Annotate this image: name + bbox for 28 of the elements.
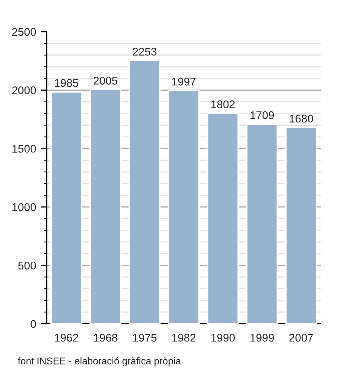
bar <box>50 91 83 324</box>
data-label: 1709 <box>250 112 274 120</box>
y-tick-label: 2500 <box>12 28 36 36</box>
data-label: 1997 <box>172 78 196 86</box>
y-tick-label: 1500 <box>12 145 36 153</box>
data-label: 1985 <box>55 79 78 88</box>
bar <box>285 127 318 324</box>
y-tick-label: 0 <box>30 320 36 328</box>
data-label: 2253 <box>133 48 157 56</box>
x-tick-label: 1990 <box>212 334 236 342</box>
x-tick-label: 1999 <box>250 334 274 342</box>
x-tick-label: 1975 <box>133 334 157 342</box>
x-tick-label: 1962 <box>55 334 78 342</box>
x-tick-label: 1968 <box>94 334 118 342</box>
bar <box>90 89 122 324</box>
bar <box>168 90 200 324</box>
x-tick-label: 2007 <box>290 334 314 342</box>
bar <box>128 60 161 324</box>
y-tick-label: 2000 <box>12 86 36 95</box>
data-label: 2005 <box>94 76 118 85</box>
y-tick-label: 1000 <box>12 203 36 212</box>
data-label: 1680 <box>290 114 314 123</box>
text: font INSEE - elaboració gràfica pròpia <box>18 357 182 367</box>
bar <box>207 112 240 324</box>
data-label: 1802 <box>212 100 235 109</box>
bar <box>246 124 278 324</box>
x-tick-label: 1982 <box>172 334 196 342</box>
y-tick-label: 500 <box>18 262 36 270</box>
